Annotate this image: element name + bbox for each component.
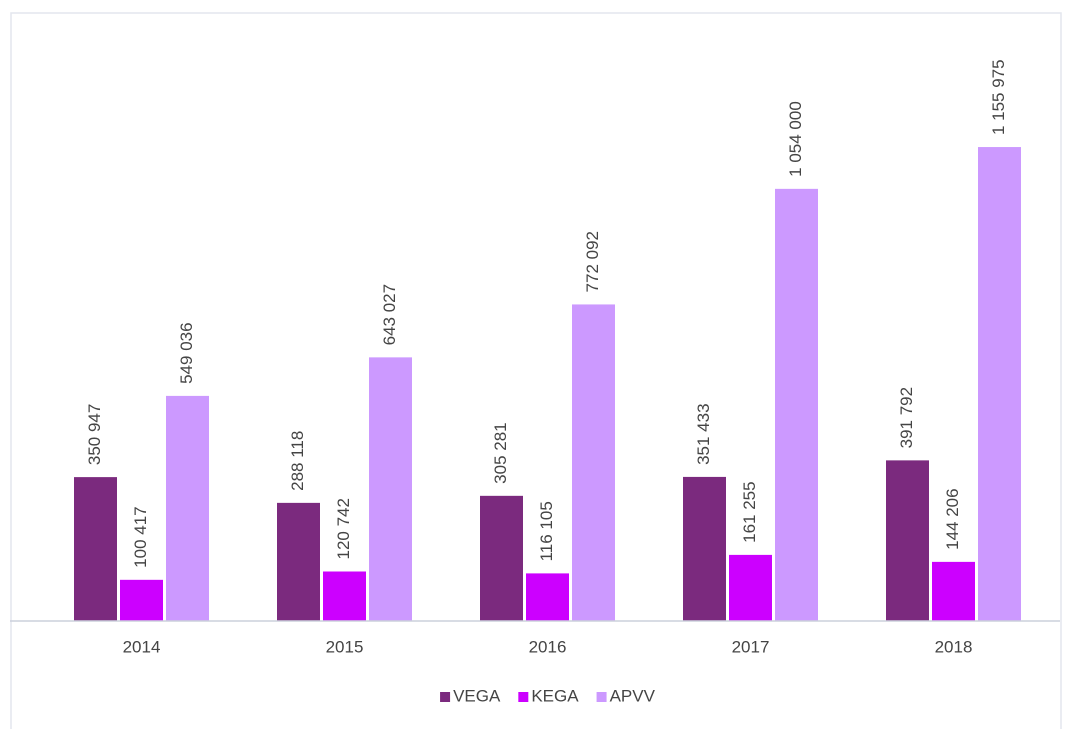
bar xyxy=(323,571,366,621)
data-label: 288 118 xyxy=(288,431,307,491)
bar xyxy=(886,460,929,621)
data-label: 350 947 xyxy=(85,404,104,465)
bar xyxy=(932,561,975,621)
data-label: 351 433 xyxy=(694,403,713,464)
data-label: 144 206 xyxy=(943,488,962,549)
bar xyxy=(775,188,818,622)
data-label: 643 027 xyxy=(380,284,399,345)
data-label: 120 742 xyxy=(334,498,353,559)
data-label: 305 281 xyxy=(491,422,510,483)
data-label: 116 105 xyxy=(537,501,556,561)
bar xyxy=(277,502,320,621)
bar xyxy=(526,573,569,621)
legend: VEGA KEGA APVV xyxy=(440,686,656,705)
legend-label: APVV xyxy=(610,686,656,705)
bar xyxy=(369,357,412,621)
legend-marker xyxy=(518,692,529,702)
bar xyxy=(480,495,523,621)
x-tick-label: 2018 xyxy=(935,637,973,656)
legend-label: VEGA xyxy=(453,686,501,705)
data-label: 161 255 xyxy=(740,481,759,542)
data-label: 772 092 xyxy=(583,231,602,292)
x-tick-label: 2014 xyxy=(123,637,161,656)
bar xyxy=(74,477,117,621)
bar xyxy=(683,476,726,621)
bar xyxy=(729,554,772,621)
x-tick-label: 2016 xyxy=(529,637,567,656)
x-tick-label: 2017 xyxy=(732,637,770,656)
frame xyxy=(10,12,1062,729)
bar xyxy=(572,304,615,621)
legend-marker xyxy=(596,692,607,702)
bar xyxy=(978,147,1021,622)
x-tick-label: 2015 xyxy=(326,637,364,656)
data-label: 1 054 000 xyxy=(786,101,805,177)
data-label: 549 036 xyxy=(177,322,196,383)
bar xyxy=(166,395,209,621)
legend-label: KEGA xyxy=(531,686,579,705)
bar xyxy=(120,579,163,621)
legend-marker xyxy=(440,692,451,702)
data-label: 1 155 975 xyxy=(989,59,1008,135)
data-label: 391 792 xyxy=(897,387,916,448)
data-label: 100 417 xyxy=(131,506,150,567)
